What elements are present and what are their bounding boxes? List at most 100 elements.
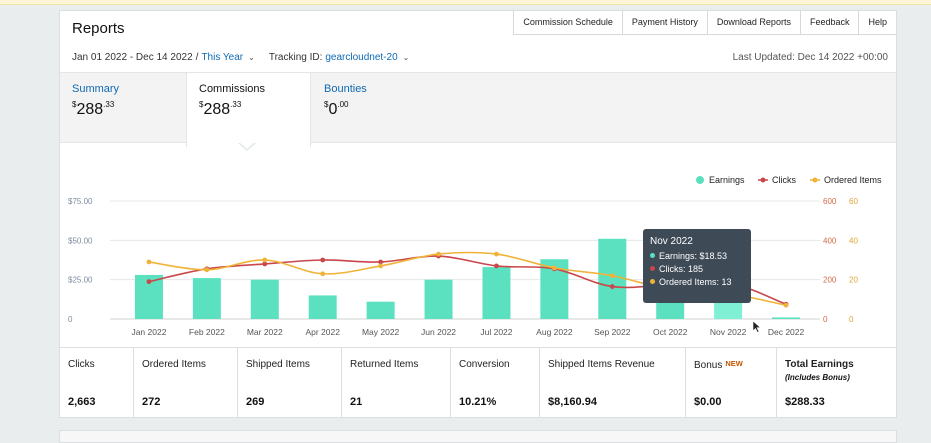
filter-row: Jan 01 2022 - Dec 14 2022 / This Year ⌄ …: [72, 52, 423, 63]
active-tab-caret: [238, 142, 256, 151]
y-items-tick: 20: [849, 276, 858, 285]
tooltip-earnings: Earnings: $18.53: [650, 251, 744, 261]
earnings-bar: [250, 279, 279, 319]
clicks-point: [262, 261, 268, 267]
legend-label: Earnings: [709, 175, 745, 185]
chevron-down-icon[interactable]: ⌄: [248, 53, 255, 62]
ordered-items-point: [494, 251, 499, 257]
legend-label: Clicks: [772, 175, 796, 185]
legend-label: Ordered Items: [824, 175, 882, 185]
y-clicks-tick: 200: [823, 276, 837, 285]
next-section-bar: [59, 430, 897, 443]
stat-label: Shipped Items Revenue: [548, 359, 655, 370]
ordered-items-point: [609, 273, 615, 279]
x-tick-label: Mar 2022: [247, 327, 283, 337]
ordered-items-point: [204, 267, 210, 273]
tab-value: $0.00: [324, 100, 349, 118]
x-tick-label: Sep 2022: [594, 327, 631, 337]
y-clicks-tick: 400: [823, 236, 837, 245]
tab-label: Bounties: [324, 83, 367, 95]
earnings-bar: [482, 267, 511, 319]
ordered-items-point: [783, 302, 789, 308]
stat-value: 10.21%: [459, 396, 497, 408]
mouse-cursor-icon: [752, 320, 762, 333]
stat-ordered-items: Ordered Items 272: [134, 348, 238, 417]
top-notice-bar: [0, 0, 931, 5]
earnings-bar: [308, 295, 337, 319]
x-tick-label: Dec 2022: [768, 327, 805, 337]
clicks-point: [146, 279, 152, 285]
y-items-tick: 40: [849, 236, 858, 245]
y-left-tick: $75.00: [68, 197, 93, 206]
x-tick-label: Nov 2022: [710, 327, 747, 337]
date-range: Jan 01 2022 - Dec 14 2022: [72, 52, 193, 63]
chevron-down-icon[interactable]: ⌄: [402, 53, 410, 62]
y-items-tick: 60: [849, 197, 858, 206]
y-left-tick: $25.00: [68, 276, 93, 285]
tab-label: Summary: [72, 83, 120, 95]
ordered-items-point: [146, 259, 152, 265]
clicks-point: [494, 263, 499, 269]
stat-value: 21: [350, 396, 363, 408]
ordered-items-point: [436, 251, 441, 257]
stat-sublabel: (Includes Bonus): [785, 373, 850, 382]
ordered-items-point: [378, 263, 384, 269]
stat-label: Ordered Items: [142, 359, 206, 370]
stat-value: $0.00: [694, 396, 722, 408]
tab-summary[interactable]: Summary $288.33: [60, 73, 186, 144]
earnings-bar: [192, 278, 221, 319]
date-separator: /: [195, 52, 199, 63]
tooltip-title: Nov 2022: [650, 236, 693, 247]
help-link[interactable]: Help: [858, 11, 896, 35]
feedback-link[interactable]: Feedback: [799, 11, 859, 35]
period-dropdown[interactable]: This Year: [201, 52, 244, 63]
clicks-point: [320, 257, 326, 263]
x-tick-label: Apr 2022: [305, 327, 340, 337]
stat-value: 272: [142, 396, 161, 408]
tab-value: $288.33: [72, 100, 115, 118]
chart-tooltip: Nov 2022 Earnings: $18.53 Clicks: 185 Or…: [643, 229, 751, 303]
ordered-items-point: [551, 265, 557, 271]
stat-value: 269: [246, 396, 265, 408]
stat-bonus: Bonus NEW $0.00: [686, 348, 777, 417]
stat-value: $8,160.94: [548, 396, 597, 408]
summary-tabs: Summary $288.33 Commissions $288.33 Boun…: [60, 72, 896, 147]
x-tick-label: May 2022: [362, 327, 400, 337]
payment-history-link[interactable]: Payment History: [621, 11, 707, 35]
x-tick-label: Jul 2022: [480, 327, 512, 337]
ordered-items-point: [262, 257, 268, 263]
new-badge: NEW: [725, 359, 743, 368]
legend-earnings-marker: [696, 176, 704, 184]
x-tick-label: Jun 2022: [421, 327, 456, 337]
earnings-bar: [598, 238, 627, 319]
tracking-label: Tracking ID:: [268, 52, 323, 63]
stat-label: Bonus NEW: [694, 359, 743, 371]
reports-card: Reports Commission Schedule Payment Hist…: [59, 10, 897, 418]
tooltip-items: Ordered Items: 13: [650, 277, 744, 287]
y-left-tick: $50.00: [68, 236, 93, 245]
commission-schedule-link[interactable]: Commission Schedule: [513, 11, 622, 35]
stat-value: $288.33: [785, 396, 825, 408]
download-reports-link[interactable]: Download Reports: [706, 11, 800, 35]
top-links: Commission Schedule Payment History Down…: [513, 11, 896, 35]
tab-commissions[interactable]: Commissions $288.33: [186, 73, 311, 147]
tab-bounties[interactable]: Bounties $0.00: [312, 73, 432, 144]
page-title: Reports: [72, 20, 125, 37]
stats-row: Clicks 2,663 Ordered Items 272 Shipped I…: [60, 347, 896, 417]
y-clicks-tick: 0: [823, 315, 828, 324]
legend-dot-marker: [812, 177, 818, 183]
tooltip-clicks: Clicks: 185: [650, 264, 744, 274]
chart-svg: Earnings Clicks Ordered Items $75.00 600 60 $5…: [68, 175, 882, 337]
tracking-id-dropdown[interactable]: gearcloudnet-20: [325, 52, 398, 63]
x-tick-label: Oct 2022: [653, 327, 688, 337]
stat-shipped-revenue: Shipped Items Revenue $8,160.94: [540, 348, 686, 417]
clicks-point: [609, 284, 615, 289]
stat-label: Shipped Items: [246, 359, 310, 370]
clicks-point: [378, 259, 384, 265]
stat-shipped-items: Shipped Items 269: [238, 348, 342, 417]
x-tick-label: Feb 2022: [189, 327, 225, 337]
stat-clicks: Clicks 2,663: [60, 348, 134, 417]
x-tick-label: Jan 2022: [131, 327, 166, 337]
earnings-chart: Earnings Clicks Ordered Items $75.00 600 60 $5…: [60, 161, 896, 346]
earnings-bar: [424, 279, 453, 319]
